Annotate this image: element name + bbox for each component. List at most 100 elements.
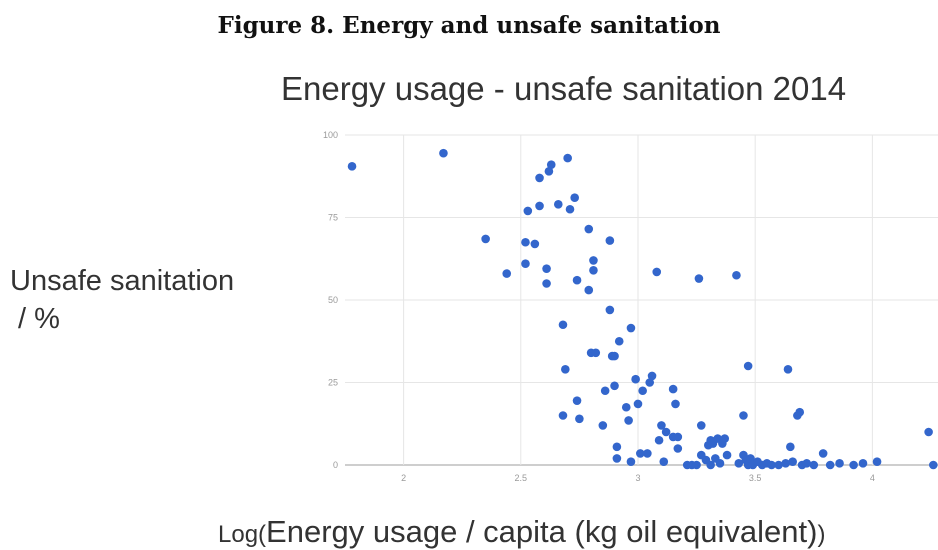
data-point xyxy=(706,460,715,470)
data-point xyxy=(612,442,622,452)
data-point xyxy=(809,460,819,470)
data-point xyxy=(521,237,530,247)
data-point xyxy=(624,416,633,425)
data-point xyxy=(481,234,490,244)
data-point xyxy=(612,454,622,463)
data-point xyxy=(546,160,556,169)
data-point xyxy=(802,459,812,468)
data-point xyxy=(561,365,570,374)
data-point xyxy=(638,386,647,396)
data-point xyxy=(788,457,797,467)
data-point xyxy=(605,236,615,245)
data-point xyxy=(673,444,683,453)
x-axis-label: Log(Energy usage / capita (kg oil equiva… xyxy=(218,514,825,550)
data-point xyxy=(872,457,882,467)
data-point xyxy=(584,285,594,295)
x-tick-label: 3.5 xyxy=(749,473,762,483)
data-point xyxy=(523,206,533,216)
data-point xyxy=(858,459,868,468)
x-tick-label: 3 xyxy=(635,473,640,483)
data-point xyxy=(589,266,598,275)
data-point xyxy=(633,399,643,409)
data-point xyxy=(502,269,512,278)
data-point xyxy=(673,432,683,442)
data-point xyxy=(535,201,544,211)
data-point xyxy=(825,460,835,470)
data-point xyxy=(643,449,652,458)
data-point xyxy=(565,204,575,214)
data-point xyxy=(558,411,568,420)
data-point xyxy=(657,421,666,430)
data-point xyxy=(818,449,828,458)
data-point xyxy=(610,351,619,361)
data-point xyxy=(589,256,598,265)
y-tick-label: 75 xyxy=(328,213,338,223)
data-point xyxy=(671,399,680,409)
data-point xyxy=(544,167,554,176)
x-axis-label-suffix: ) xyxy=(817,521,826,548)
grid-layer xyxy=(345,134,938,466)
data-point xyxy=(835,459,844,468)
chart-title: Energy usage - unsafe sanitation 2014 xyxy=(281,70,847,107)
data-point xyxy=(654,435,664,445)
y-tick-label: 25 xyxy=(328,378,338,388)
data-point xyxy=(924,427,933,437)
data-point xyxy=(614,336,624,346)
data-point xyxy=(739,411,748,420)
data-point xyxy=(530,239,540,249)
y-tick-label: 100 xyxy=(323,130,338,140)
data-point xyxy=(610,381,619,391)
data-point xyxy=(600,386,610,396)
x-tick-label: 2 xyxy=(401,473,406,483)
data-point xyxy=(774,460,783,470)
data-point xyxy=(647,371,657,381)
data-point xyxy=(767,460,776,470)
data-point xyxy=(535,173,544,183)
data-point xyxy=(572,275,582,285)
y-tick-label: 50 xyxy=(328,295,338,305)
data-point xyxy=(783,365,793,374)
data-point xyxy=(668,384,678,394)
data-point xyxy=(849,460,858,470)
data-point xyxy=(786,442,795,452)
data-point xyxy=(591,348,601,358)
data-point xyxy=(347,162,357,171)
data-point xyxy=(563,153,572,163)
data-point xyxy=(661,427,671,437)
data-point xyxy=(734,459,744,468)
data-point xyxy=(696,421,706,430)
data-point xyxy=(720,434,730,443)
x-tick-label: 4 xyxy=(870,473,875,483)
data-point xyxy=(781,459,790,468)
data-point xyxy=(598,421,608,430)
data-point xyxy=(570,193,579,202)
data-point xyxy=(636,449,645,458)
data-point xyxy=(743,361,753,371)
data-point xyxy=(715,459,725,468)
data-point xyxy=(626,457,636,467)
data-point xyxy=(605,305,615,315)
y-tick-label: 0 xyxy=(333,460,338,470)
data-point xyxy=(692,460,701,470)
data-point xyxy=(558,320,568,330)
data-point xyxy=(652,267,662,277)
data-point xyxy=(659,457,669,467)
data-point xyxy=(542,264,551,273)
data-point xyxy=(439,148,448,158)
x-axis-label-prefix: Log( xyxy=(218,521,267,548)
data-point xyxy=(626,323,636,333)
data-point xyxy=(572,396,582,405)
point-layer xyxy=(347,148,938,470)
data-point xyxy=(621,402,631,412)
x-tick-label: 2.5 xyxy=(515,473,528,483)
data-point xyxy=(722,450,732,460)
figure-caption: Figure 8. Energy and unsafe sanitation xyxy=(217,12,721,39)
data-point xyxy=(645,378,655,387)
data-point xyxy=(929,460,938,470)
data-point xyxy=(732,270,741,280)
y-axis-label: Unsafe sanitation / % xyxy=(10,265,235,335)
data-point xyxy=(795,407,805,417)
data-point xyxy=(631,374,640,384)
data-point xyxy=(746,454,755,463)
